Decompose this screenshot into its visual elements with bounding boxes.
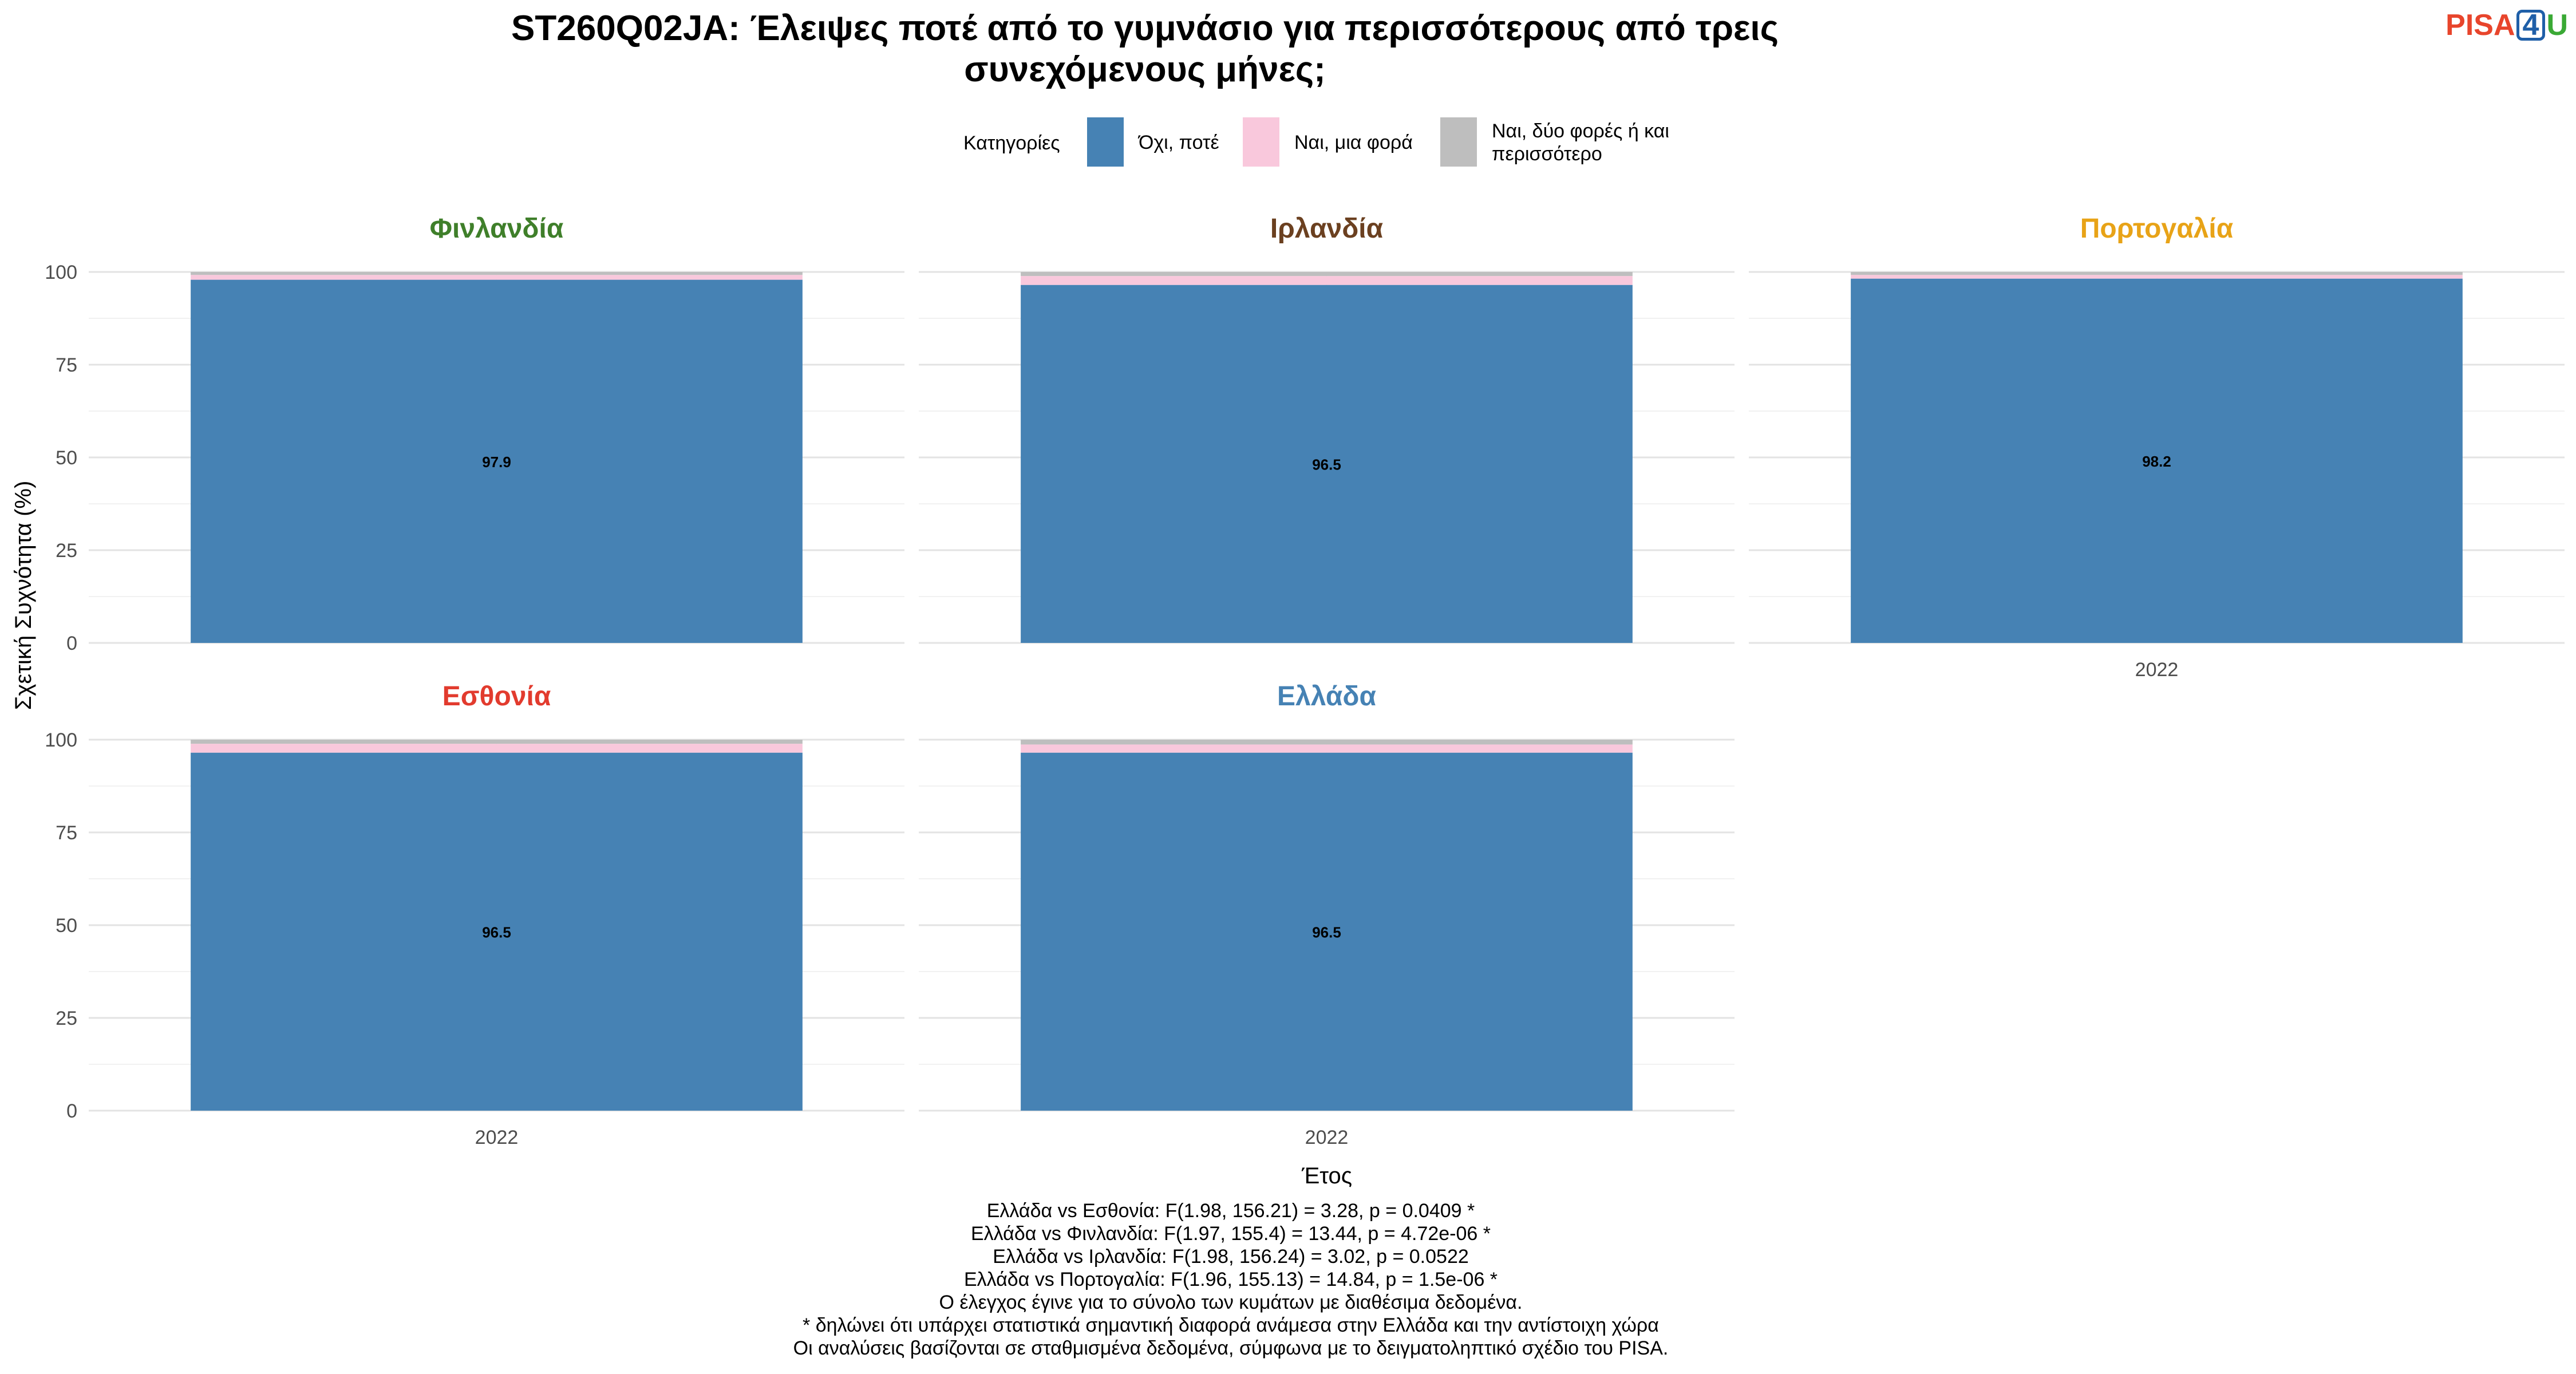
legend-label-never: Όχι, ποτέ bbox=[1139, 132, 1219, 153]
panel-title: Εσθονία bbox=[442, 681, 551, 712]
legend-label-twice-line1: Ναι, δύο φορές ή και bbox=[1492, 120, 1669, 142]
data-label: 98.2 bbox=[2142, 453, 2171, 470]
legend-label-twice-or-more: Ναι, δύο φορές ή και περισσότερο bbox=[1492, 120, 1669, 165]
panel-3: Πορτογαλία 98.2 2022 bbox=[1749, 214, 2565, 681]
y-tick-label: 0 bbox=[66, 1100, 77, 1122]
bar-segment-3 bbox=[191, 272, 803, 275]
bar-segment-2 bbox=[191, 744, 803, 753]
x-tick-label: 2022 bbox=[2135, 659, 2179, 681]
y-tick-label: 100 bbox=[45, 262, 77, 283]
y-tick-label: 75 bbox=[56, 822, 77, 844]
bar-segment-2 bbox=[1021, 276, 1633, 285]
bar-segment-1 bbox=[1021, 285, 1633, 643]
note-line: Ελλάδα vs Ιρλανδία: F(1.98, 156.24) = 3.… bbox=[993, 1246, 1469, 1268]
legend-title: Κατηγορίες bbox=[963, 132, 1060, 154]
note-line: Ελλάδα vs Φινλανδία: F(1.97, 155.4) = 13… bbox=[971, 1223, 1491, 1245]
x-tick-label: 2022 bbox=[475, 1127, 519, 1148]
legend-key-twice-or-more bbox=[1440, 117, 1477, 167]
y-tick-label: 75 bbox=[56, 354, 77, 376]
y-axis-label: Σχετική Συχνότητα (%) bbox=[11, 481, 36, 710]
legend-key-once bbox=[1243, 117, 1279, 167]
panel-1: Φινλανδία 0 25 50 75 100 97.9 bbox=[45, 214, 904, 654]
bar-segment-1 bbox=[1021, 752, 1633, 1111]
panel-2: Ιρλανδία 96.5 bbox=[919, 214, 1735, 644]
y-tick-label: 25 bbox=[56, 1008, 77, 1029]
chart-title: ST260Q02JA: Έλειψες ποτέ από το γυμνάσιο… bbox=[172, 8, 2118, 90]
panel-title: Φινλανδία bbox=[430, 214, 564, 244]
statistical-notes: Ελλάδα vs Εσθονία: F(1.98, 156.21) = 3.2… bbox=[572, 1199, 1889, 1360]
legend-label-twice-line2: περισσότερο bbox=[1492, 143, 1602, 165]
chart-title-line2: συνεχόμενους μήνες; bbox=[964, 50, 1326, 89]
y-tick-label: 50 bbox=[56, 915, 77, 937]
panel-title: Ελλάδα bbox=[1277, 681, 1376, 712]
bar-segment-2 bbox=[1021, 744, 1633, 753]
x-axis-label: Έτος bbox=[1301, 1163, 1352, 1189]
legend-key-never bbox=[1087, 117, 1124, 167]
logo-text-pisa: PISA bbox=[2445, 9, 2515, 42]
y-tick-label: 25 bbox=[56, 540, 77, 562]
y-tick-label: 100 bbox=[45, 729, 77, 751]
panels: Φινλανδία 0 25 50 75 100 97.9 Ιρλανδία 96.5 Πορτο… bbox=[45, 214, 2565, 1148]
bar-segment-2 bbox=[1851, 275, 2463, 279]
bar-segment-1 bbox=[191, 752, 803, 1111]
data-label: 96.5 bbox=[1312, 923, 1341, 941]
bar-segment-3 bbox=[1021, 272, 1633, 277]
bar-segment-3 bbox=[1851, 272, 2463, 275]
bar-segment-1 bbox=[1851, 278, 2463, 643]
legend-label-once: Ναι, μια φορά bbox=[1294, 132, 1413, 153]
pisa4u-logo: PISA 4 U bbox=[2445, 8, 2568, 42]
x-tick-label: 2022 bbox=[1305, 1127, 1349, 1148]
note-line: Ελλάδα vs Εσθονία: F(1.98, 156.21) = 3.2… bbox=[986, 1200, 1475, 1222]
y-tick-label: 0 bbox=[66, 633, 77, 654]
chart-title-line1: ST260Q02JA: Έλειψες ποτέ από το γυμνάσιο… bbox=[511, 9, 1779, 48]
logo-text-u: U bbox=[2546, 9, 2568, 42]
panel-4: Εσθονία 0 25 50 75 100 96.5 2022 bbox=[45, 681, 904, 1148]
panel-title: Ιρλανδία bbox=[1270, 214, 1384, 244]
panel-title: Πορτογαλία bbox=[2080, 214, 2234, 244]
note-line: Ελλάδα vs Πορτογαλία: F(1.96, 155.13) = … bbox=[963, 1269, 1498, 1290]
bar-segment-2 bbox=[191, 275, 803, 280]
data-label: 96.5 bbox=[482, 923, 511, 941]
data-label: 96.5 bbox=[1312, 456, 1341, 473]
bar-segment-3 bbox=[1021, 740, 1633, 745]
note-line: Οι αναλύσεις βασίζονται σε σταθμισμένα δ… bbox=[793, 1337, 1669, 1359]
note-line: * δηλώνει ότι υπάρχει στατιστικά σημαντι… bbox=[803, 1314, 1659, 1336]
panel-5: Ελλάδα 96.5 2022 bbox=[919, 681, 1735, 1148]
logo-text-four: 4 bbox=[2516, 10, 2546, 41]
y-tick-label: 50 bbox=[56, 447, 77, 469]
bar-segment-3 bbox=[191, 740, 803, 744]
bar-segment-1 bbox=[191, 279, 803, 643]
data-label: 97.9 bbox=[482, 453, 511, 471]
note-line: Ο έλεγχος έγινε για το σύνολο των κυμάτω… bbox=[939, 1292, 1523, 1313]
